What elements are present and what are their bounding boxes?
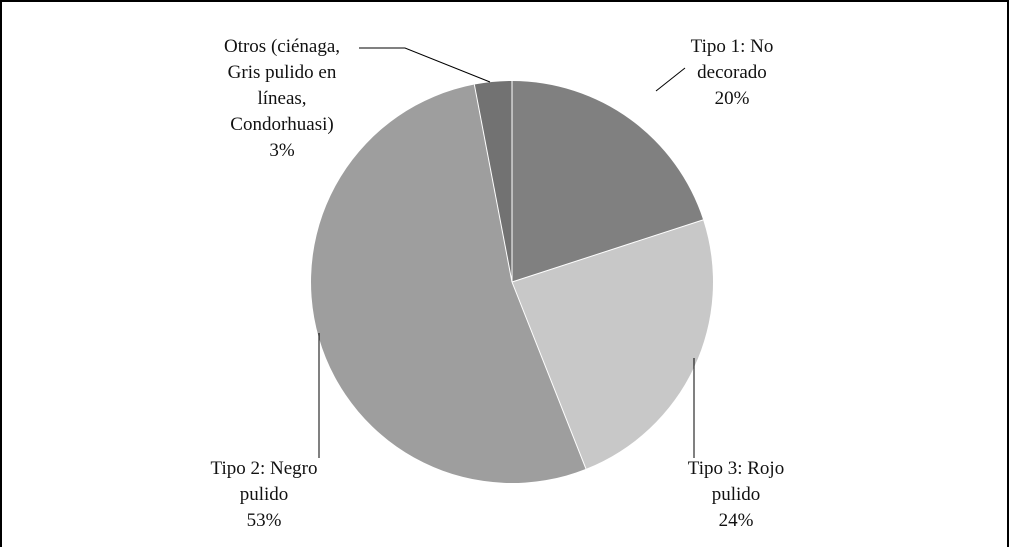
slice-label-4: Otros (ciénaga, Gris pulido en líneas, Cond… xyxy=(224,36,340,161)
slice-label-line: pulido xyxy=(712,484,761,505)
pie-slices xyxy=(311,81,713,483)
slice-percent-label: 24% xyxy=(719,510,754,531)
slice-separator-4 xyxy=(473,84,513,283)
slice-percent-label: 3% xyxy=(269,140,295,161)
slice-label-3: Tipo 2: Negro pulido 53% xyxy=(211,458,318,531)
slice-label-1: Tipo 1: No decorado 20% xyxy=(691,36,774,109)
slice-label-line: Tipo 1: No xyxy=(691,36,774,57)
slice-separator-2 xyxy=(511,219,704,283)
slice-label-line: líneas, xyxy=(257,88,306,109)
slice-label-line: Tipo 3: Rojo xyxy=(688,458,784,479)
pie-slice-2 xyxy=(512,219,713,469)
slice-label-line: Otros (ciénaga, xyxy=(224,36,340,57)
pie-slice-3 xyxy=(311,84,586,483)
pie-slice-1 xyxy=(512,81,704,282)
leader-lines xyxy=(318,47,695,458)
slice-label-line: Gris pulido en xyxy=(228,62,337,83)
slice-percent-label: 20% xyxy=(715,88,750,109)
slice-label-line: Condorhuasi) xyxy=(230,114,333,135)
slice-percent-label: 53% xyxy=(247,510,282,531)
slice-label-2: Tipo 3: Rojo pulido 24% xyxy=(688,458,784,531)
slice-labels: Tipo 1: No decorado 20% Tipo 3: Rojo pulido 2… xyxy=(211,36,785,531)
slice-label-line: Tipo 2: Negro xyxy=(211,458,318,479)
slice-label-line: pulido xyxy=(240,484,289,505)
slice-separator-3 xyxy=(511,281,587,470)
leader-line-4 xyxy=(359,47,491,83)
slice-label-line: decorado xyxy=(697,62,767,83)
leader-line-1 xyxy=(655,67,686,92)
